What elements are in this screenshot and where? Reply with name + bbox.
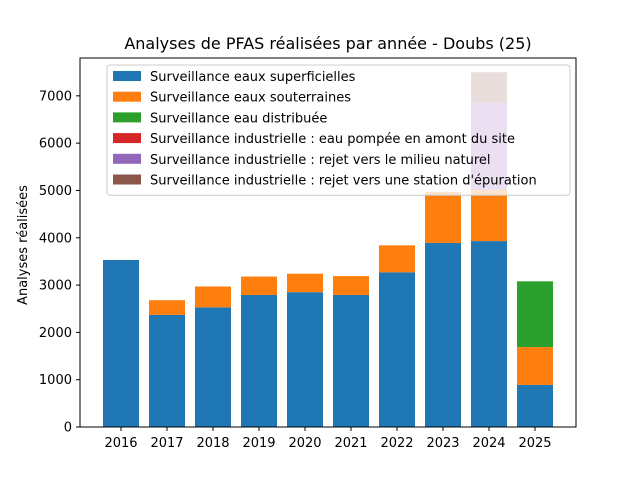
- x-tick-label: 2018: [196, 436, 229, 451]
- legend-swatch: [113, 91, 141, 102]
- bar-2021-series-1: [333, 276, 369, 296]
- legend-entry: Surveillance eaux souterraines: [150, 91, 351, 106]
- legend-entry: Surveillance eaux superficielles: [150, 70, 356, 85]
- bar-2025-series-2: [517, 281, 553, 348]
- bar-2024-series-1: [471, 189, 507, 242]
- y-tick-label: 4000: [39, 231, 72, 246]
- x-tick-label: 2024: [472, 436, 505, 451]
- bar-2024-series-0: [471, 241, 507, 427]
- legend-entry: Surveillance industrielle : rejet vers u…: [150, 174, 537, 189]
- bar-2022-series-0: [379, 272, 415, 427]
- bar-2025-series-1: [517, 347, 553, 385]
- x-tick-label: 2017: [150, 436, 183, 451]
- x-tick-label: 2020: [288, 436, 321, 451]
- bar-2018-series-1: [195, 286, 231, 308]
- legend-entry: Surveillance industrielle : eau pompée e…: [150, 132, 515, 147]
- y-tick-label: 2000: [39, 326, 72, 341]
- legend-box: [106, 64, 571, 196]
- bar-2017-series-1: [149, 300, 185, 315]
- x-tick-label: 2025: [518, 436, 551, 451]
- y-tick-label: 7000: [39, 89, 72, 104]
- chart-title: Analyses de PFAS réalisées par année - D…: [124, 34, 531, 53]
- legend-entry: Surveillance industrielle : rejet vers l…: [150, 153, 491, 168]
- y-tick-label: 1000: [39, 373, 72, 388]
- legend: Surveillance eaux superficielles Surveill…: [106, 64, 571, 196]
- y-tick-label: 5000: [39, 184, 72, 199]
- bars-group: [103, 72, 553, 427]
- y-tick-label: 0: [64, 421, 72, 436]
- bar-2022-series-1: [379, 245, 415, 273]
- y-tick-label: 6000: [39, 137, 72, 152]
- bar-2016-series-0: [103, 260, 139, 427]
- bar-2020-series-0: [287, 292, 323, 427]
- x-tick-label: 2019: [242, 436, 275, 451]
- bar-2021-series-0: [333, 295, 369, 427]
- bar-2020-series-1: [287, 273, 323, 293]
- bar-2025-series-0: [517, 384, 553, 427]
- bar-2023-series-0: [425, 242, 461, 427]
- y-tick-label: 3000: [39, 279, 72, 294]
- legend-swatch: [113, 153, 141, 164]
- y-axis-label: Analyses réalisées: [16, 185, 31, 305]
- bar-2019-series-0: [241, 295, 277, 427]
- legend-entry: Surveillance eau distribuée: [150, 111, 327, 126]
- bar-2019-series-1: [241, 276, 277, 296]
- plot-frame: [79, 57, 577, 428]
- legend-swatch: [113, 71, 141, 81]
- bar-2018-series-0: [195, 307, 231, 427]
- legend-swatch: [113, 174, 141, 185]
- bar-2017-series-0: [149, 314, 185, 427]
- x-tick-label: 2023: [426, 436, 459, 451]
- bar-2023-series-1: [425, 191, 461, 243]
- legend-swatch: [113, 133, 141, 144]
- x-tick-label: 2021: [334, 436, 367, 451]
- axes-group: 0 1000 2000 3000 4000 5000 6000 7000 2016 2017 201…: [39, 57, 577, 451]
- legend-swatch: [113, 112, 141, 123]
- x-tick-label: 2016: [104, 436, 137, 451]
- x-tick-label: 2022: [380, 436, 413, 451]
